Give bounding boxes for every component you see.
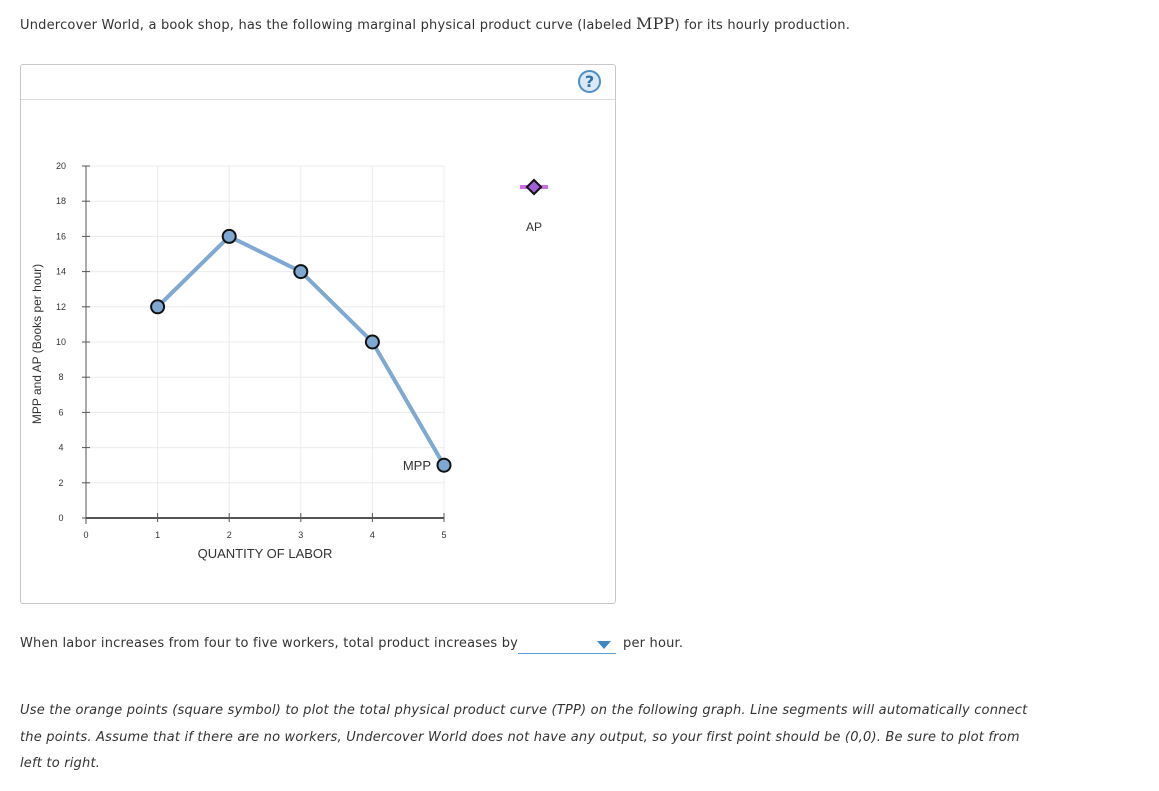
mpp-point — [436, 457, 452, 473]
tpp-instructions: Use the orange points (square symbol) to… — [20, 703, 1028, 771]
x-tick-label: 5 — [441, 530, 446, 540]
mpp-series-label: MPP — [403, 458, 431, 473]
y-axis-title: MPP and AP (Books per hour) — [30, 264, 44, 424]
x-tick-label: 4 — [370, 530, 375, 540]
per-hour-label: per hour. — [623, 636, 684, 651]
y-tick-label: 10 — [56, 337, 66, 347]
mpp-point — [150, 299, 166, 315]
intro-text: Undercover World, a book shop, has the f… — [20, 14, 850, 33]
y-tick-label: 18 — [56, 196, 66, 206]
question-text: When labor increases from four to five w… — [20, 636, 519, 651]
y-tick-label: 12 — [56, 302, 66, 312]
total-product-dropdown[interactable] — [518, 633, 616, 654]
graph-panel: ? 0 2 4 6 8 10 12 14 16 18 20 0 1 2 3 4 5 QUANTITY OF LAB… — [20, 64, 616, 604]
x-axis-title: QUANTITY OF LABOR — [198, 546, 333, 561]
mpp-point — [364, 334, 380, 350]
x-tick-label: 1 — [155, 530, 160, 540]
intro-before: Undercover World, a book shop, has the f… — [20, 18, 636, 33]
y-tick-label: 2 — [58, 478, 63, 488]
y-tick-label: 4 — [58, 443, 63, 453]
y-tick-label: 20 — [56, 161, 66, 171]
graph-panel-header: ? — [21, 65, 615, 100]
intro-mpp: MPP — [635, 14, 675, 33]
mpp-point — [293, 264, 309, 280]
ap-legend-label: AP — [526, 220, 542, 234]
help-icon[interactable]: ? — [578, 70, 601, 93]
y-tick-label: 8 — [58, 372, 63, 382]
y-tick-label: 14 — [56, 267, 66, 277]
ap-legend-diamond-icon — [525, 178, 543, 196]
intro-after: ) for its hourly production. — [674, 18, 851, 33]
y-tick-label: 0 — [58, 513, 63, 523]
y-tick-label: 16 — [56, 231, 66, 241]
dropdown-caret-icon — [597, 641, 611, 649]
x-tick-label: 0 — [83, 530, 88, 540]
y-tick-label: 6 — [58, 407, 63, 417]
mpp-point — [221, 228, 237, 244]
x-tick-label: 3 — [298, 530, 303, 540]
x-tick-label: 2 — [227, 530, 232, 540]
